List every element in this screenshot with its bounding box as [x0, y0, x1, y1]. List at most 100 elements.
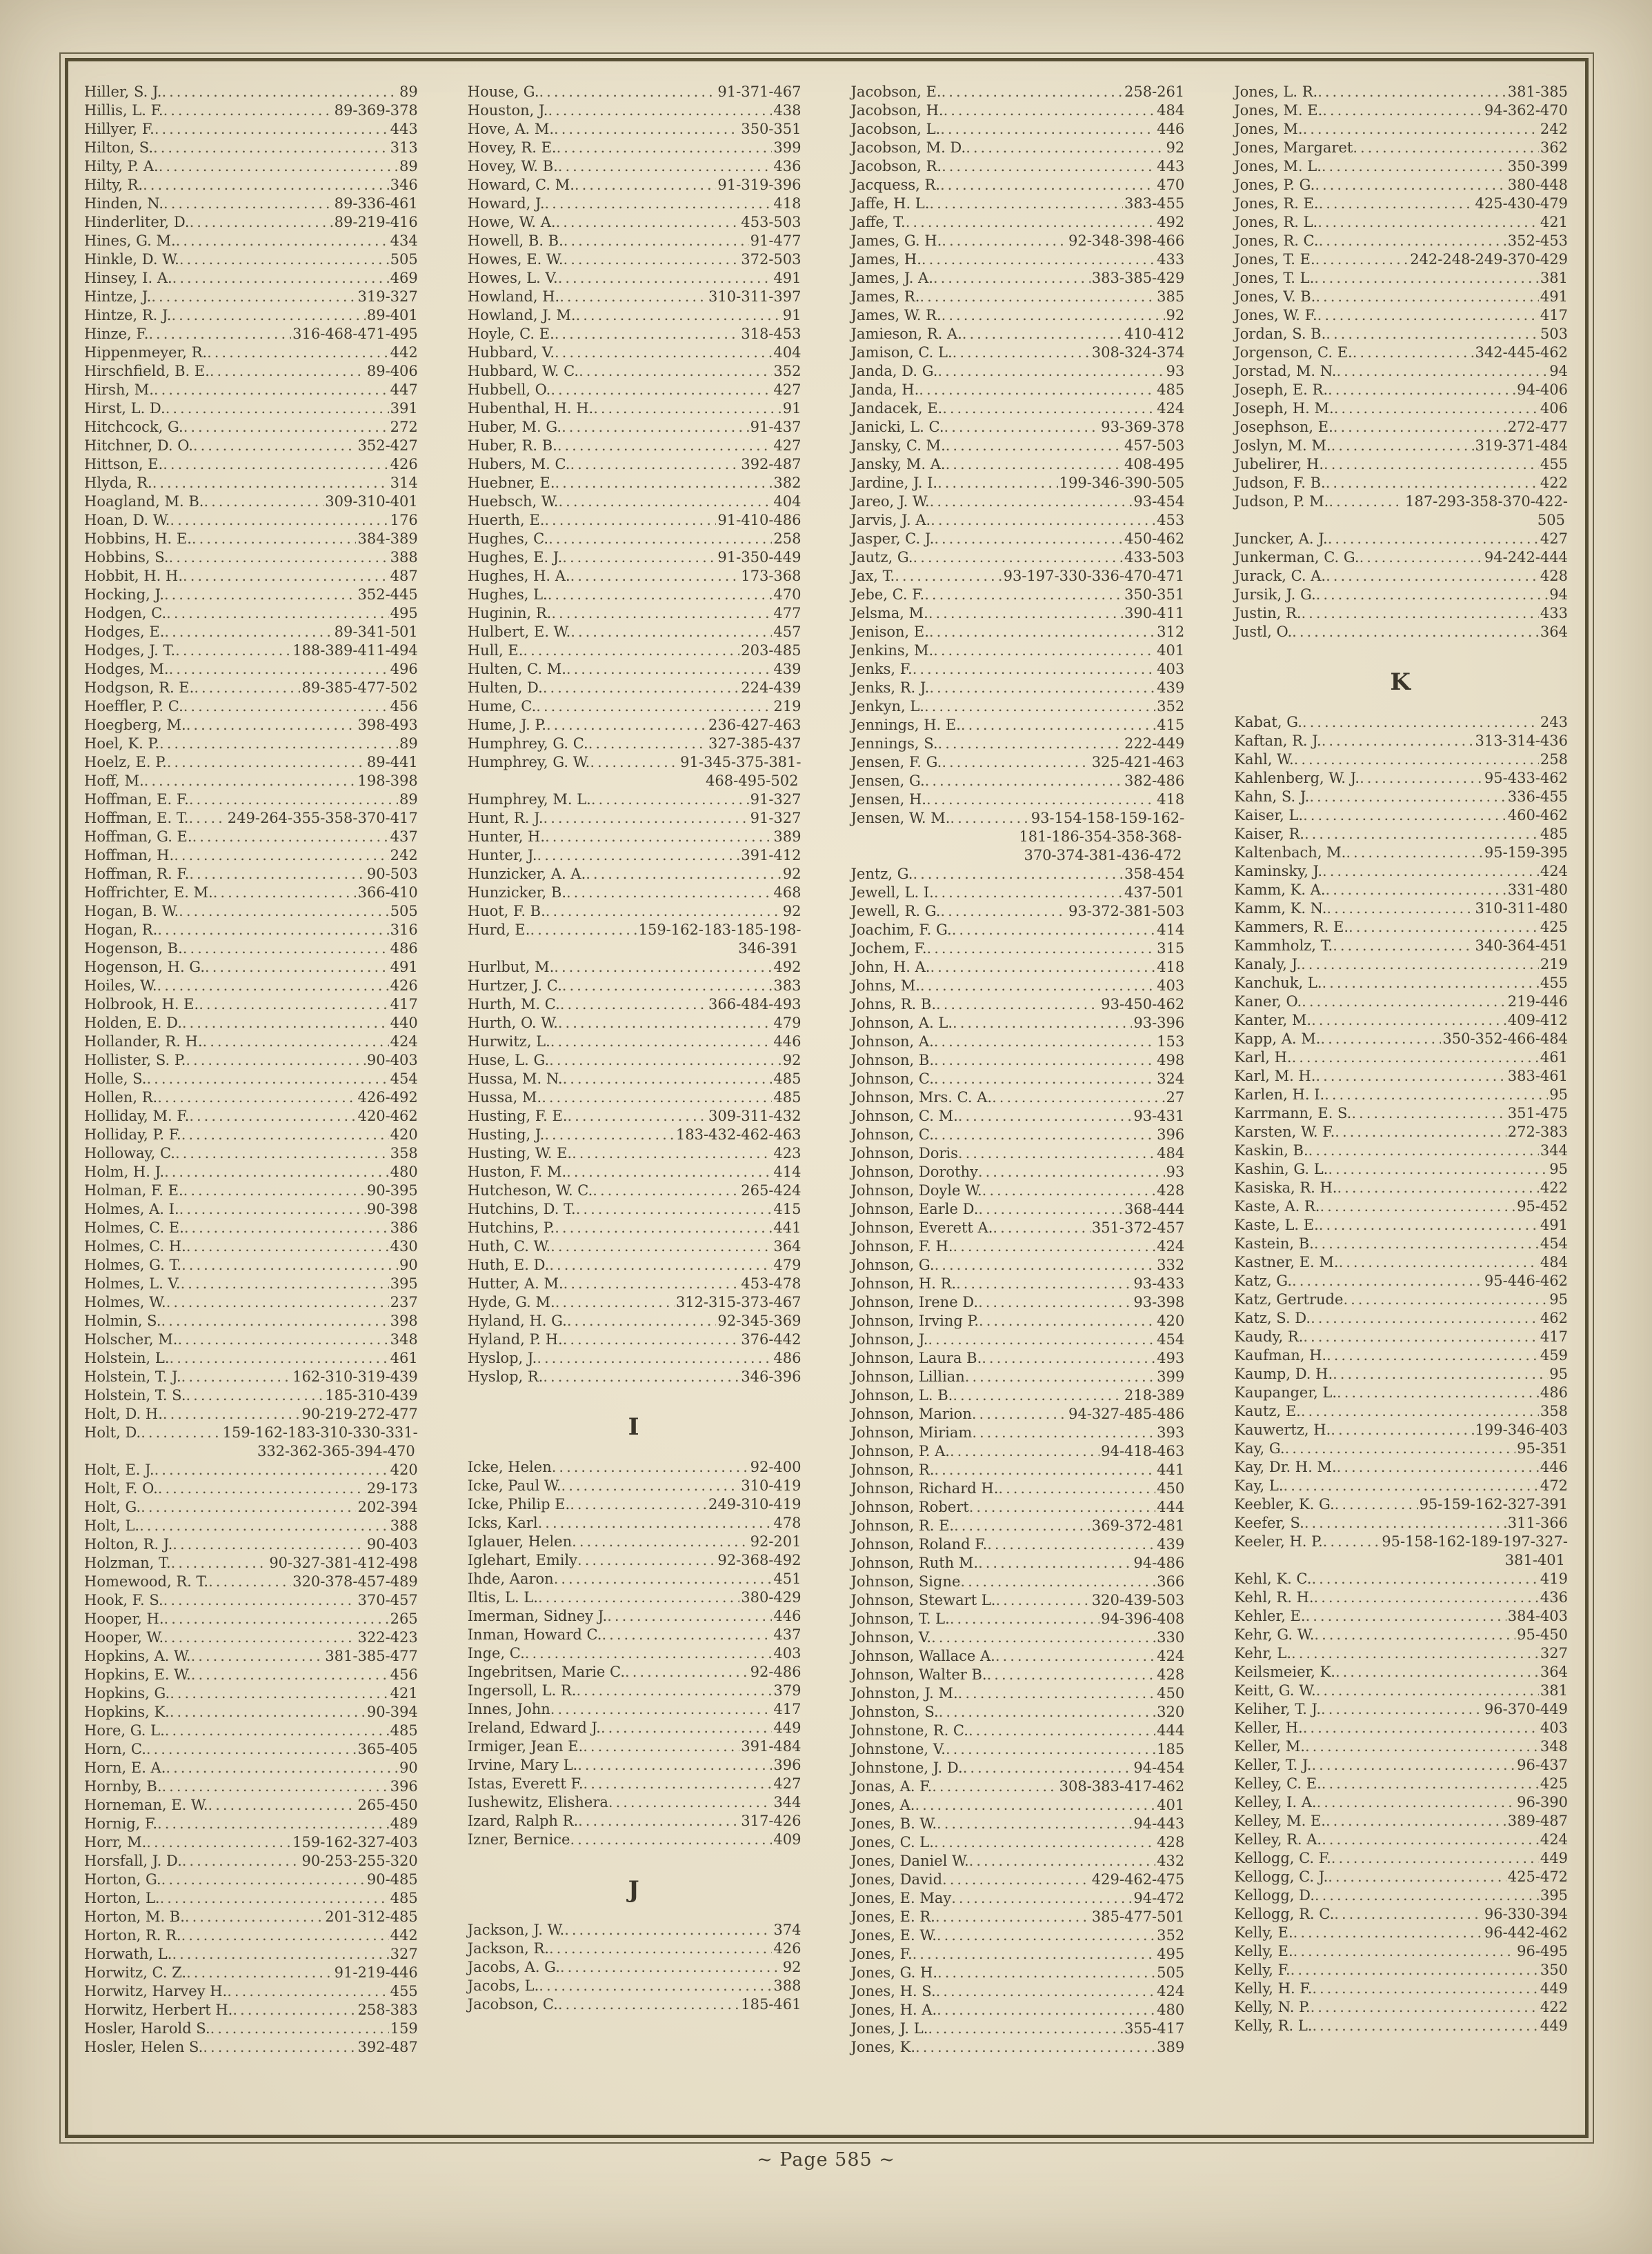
- entry-name: James, R.: [850, 288, 920, 305]
- entry-pages: 309-311-432: [708, 1108, 802, 1124]
- entry-pages: 379: [773, 1682, 802, 1699]
- dot-leader: [906, 213, 1155, 232]
- dot-leader: [1311, 1570, 1538, 1588]
- dot-leader: [167, 753, 366, 772]
- index-entry: Keefer, S.311-366: [1234, 1514, 1568, 1533]
- entry-pages: 396: [390, 1778, 418, 1795]
- entry-pages: 320-378-457-489: [292, 1573, 418, 1590]
- entry-pages: 391-412: [741, 847, 802, 864]
- dot-leader: [174, 846, 388, 865]
- dot-leader: [560, 1958, 782, 1977]
- entry-name: Kelly, F.: [1234, 1962, 1291, 1978]
- entry-name: Horton, M. B.: [84, 1908, 185, 1925]
- dot-leader: [572, 1144, 772, 1163]
- entry-name: Johnson, V.: [850, 1629, 932, 1646]
- dot-leader: [913, 548, 1123, 567]
- index-entry: Hilty, R.346: [84, 176, 418, 195]
- index-entry: Istas, Everett F.427: [468, 1775, 802, 1793]
- entry-pages: 162-310-319-439: [292, 1368, 418, 1385]
- entry-name: Jenkins, M.: [850, 642, 934, 659]
- entry-name: Hoffman, G. E.: [84, 828, 192, 845]
- index-entry: Hogenson, H. G.491: [84, 958, 418, 977]
- entry-name: Johnson, C. M.: [850, 1108, 958, 1124]
- index-entry: Joseph, H. M.406: [1234, 399, 1568, 418]
- dot-leader: [1304, 825, 1539, 844]
- entry-name: Jacobson, C.: [467, 1996, 558, 2013]
- index-entry: Hollister, S. P.90-403: [84, 1051, 418, 1070]
- index-entry: Jansky, C. M.457-503: [851, 437, 1185, 455]
- entry-name: Kanter, M.: [1234, 1012, 1312, 1028]
- dot-leader: [163, 1405, 301, 1424]
- entry-name: Hunter, J.: [467, 847, 537, 864]
- entry-pages: 93: [1166, 363, 1185, 379]
- index-entry: Karlen, H. I.95: [1234, 1086, 1568, 1104]
- dot-leader: [937, 1964, 1155, 1982]
- index-entry: Ihde, Aaron451: [468, 1570, 802, 1588]
- entry-name: Hoffrichter, E. M.: [84, 884, 213, 901]
- index-entry: Hodges, E.89-341-501: [84, 623, 418, 641]
- entry-name: Johnson, Ruth M.: [850, 1555, 979, 1571]
- entry-name: Hunt, R. J.: [467, 810, 544, 826]
- dot-leader: [153, 139, 389, 157]
- dot-leader: [144, 772, 357, 790]
- index-entry: Hilton, S.313: [84, 139, 418, 157]
- page-border-inner: [65, 58, 1589, 2138]
- dot-leader: [177, 1330, 388, 1349]
- index-entry: Hutchins, P.441: [468, 1219, 802, 1237]
- index-entry: Jacquess, R.470: [851, 176, 1185, 195]
- dot-leader: [171, 1554, 268, 1573]
- dot-leader: [1319, 195, 1474, 213]
- dot-leader: [570, 567, 740, 586]
- entry-pages: 477: [773, 605, 802, 621]
- entry-name: Keliher, T. J.: [1234, 1701, 1322, 1717]
- dot-leader: [179, 250, 389, 269]
- entry-pages: 265-450: [357, 1797, 418, 1813]
- entry-pages: 449: [1540, 1850, 1568, 1866]
- entry-pages: 424: [390, 1033, 418, 1050]
- dot-leader: [558, 157, 773, 176]
- entry-name: Irmiger, Jean E.: [467, 1738, 584, 1755]
- entry-pages: 447: [390, 381, 418, 398]
- dot-leader: [1311, 1756, 1515, 1775]
- dot-leader: [557, 139, 773, 157]
- entry-name: Husting, J.: [467, 1126, 545, 1143]
- index-entry: Hurth, M. C.366-484-493: [468, 995, 802, 1014]
- index-entry: Horsfall, J. D.90-253-255-320: [84, 1852, 418, 1871]
- entry-pages: 95-452: [1517, 1198, 1568, 1215]
- entry-name: Hughes, E. J.: [467, 549, 563, 566]
- entry-name: Jax, T.: [850, 568, 895, 584]
- dot-leader: [924, 586, 1123, 604]
- dot-leader: [550, 1033, 773, 1051]
- entry-pages: 414: [1157, 921, 1185, 938]
- entry-name: John, H. A.: [850, 959, 931, 975]
- entry-pages: 91-219-446: [334, 1964, 418, 1981]
- entry-name: Huber, M. G.: [467, 419, 562, 435]
- entry-pages: 325-421-463: [1091, 754, 1185, 770]
- entry-name: Keeler, H. P.: [1234, 1533, 1323, 1550]
- entry-name: Humphrey, M. L.: [467, 791, 591, 808]
- entry-name: Johnson, Richard H.: [850, 1480, 999, 1497]
- dot-leader: [179, 902, 388, 921]
- entry-pages: 90-253-255-320: [301, 1853, 418, 1869]
- entry-name: Huebsch, W.: [467, 493, 559, 510]
- entry-pages: 392-487: [357, 2039, 418, 2055]
- entry-pages: 427: [773, 1775, 802, 1792]
- entry-name: Keebler, K. G.: [1234, 1496, 1335, 1513]
- dot-leader: [576, 1682, 772, 1700]
- index-entry: Holmin, S.398: [84, 1312, 418, 1330]
- dot-leader: [186, 1237, 389, 1256]
- entry-name: Johnstone, V.: [850, 1741, 946, 1757]
- entry-pages: 383: [773, 977, 802, 994]
- dot-leader: [1336, 362, 1548, 381]
- dot-leader: [961, 716, 1155, 735]
- index-entry: Hopkins, G.421: [84, 1684, 418, 1703]
- entry-name: Kellogg, D.: [1234, 1887, 1315, 1904]
- entry-name: Jacobs, A. G.: [467, 1959, 560, 1975]
- entry-name: Johnson, P. A.: [850, 1443, 950, 1459]
- entry-pages: 199-346-403: [1475, 1422, 1568, 1438]
- entry-pages: 89-336-461: [334, 195, 418, 212]
- entry-name: Jansky, M. A.: [850, 456, 946, 472]
- dot-leader: [181, 1126, 389, 1144]
- entry-name: Johnson, Walter B.: [850, 1666, 987, 1683]
- entry-pages: 436: [773, 158, 802, 174]
